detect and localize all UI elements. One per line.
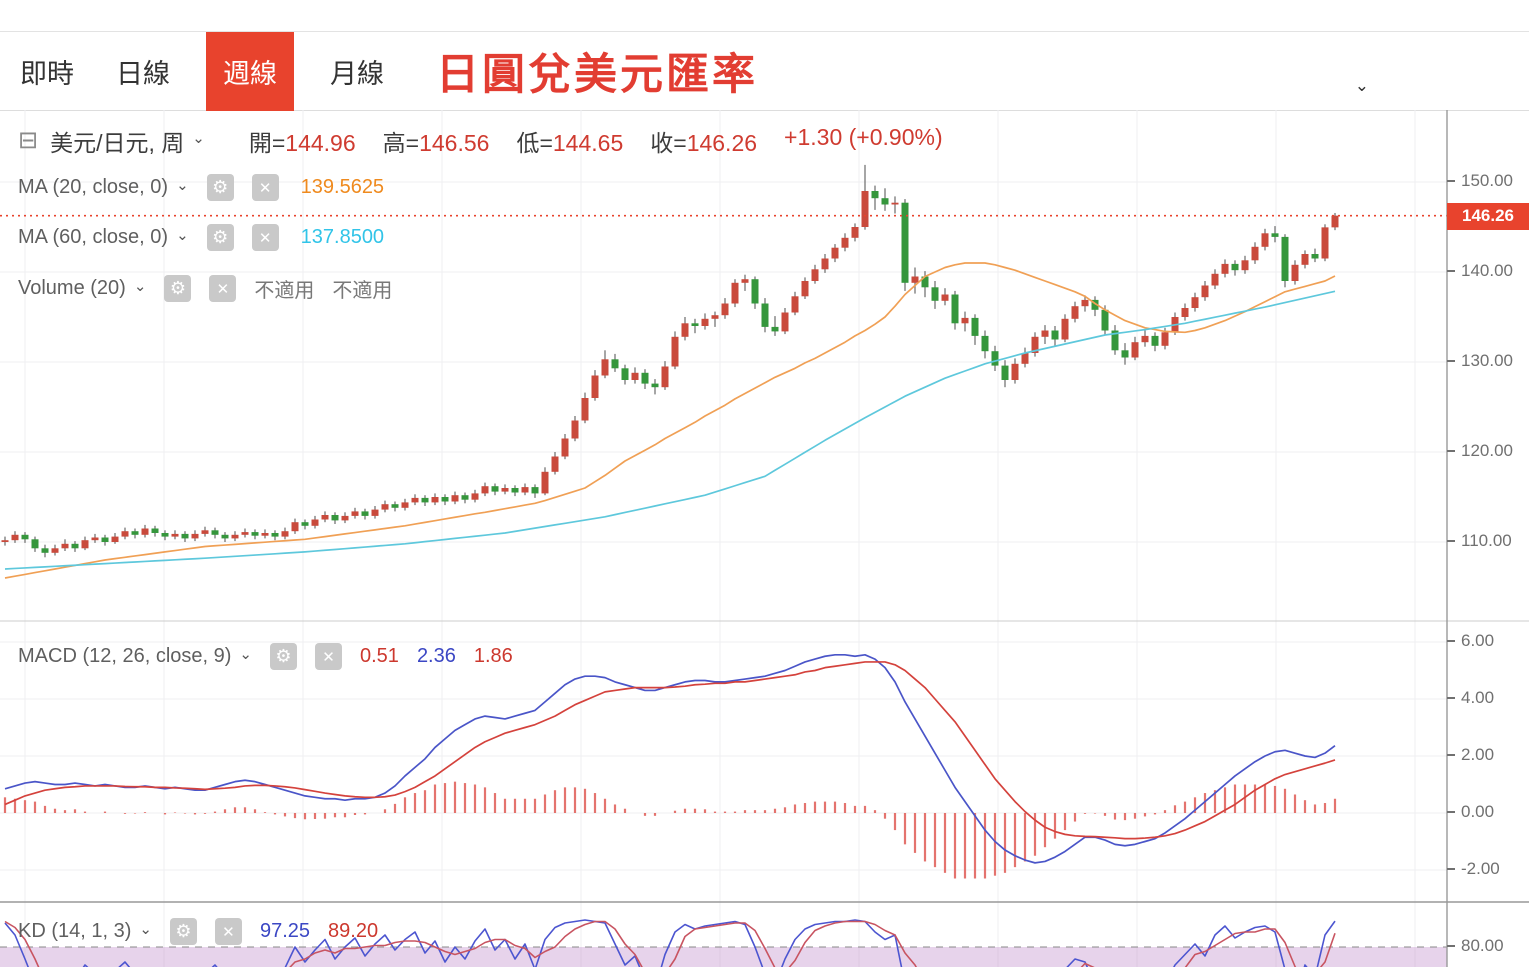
macd-remove-button[interactable]: ✕ bbox=[315, 643, 342, 670]
ma20-value: 139.5625 bbox=[300, 176, 385, 198]
axis-tick-label: 120.00 bbox=[1447, 441, 1513, 461]
open-field: 開=144.96 bbox=[248, 130, 356, 156]
tab-monthly[interactable]: 月線 bbox=[330, 58, 384, 89]
kd-remove-button[interactable]: ✕ bbox=[214, 918, 242, 945]
change-value: +1.30 (+0.90%) bbox=[784, 124, 943, 150]
close-field: 收=146.26 bbox=[650, 130, 758, 156]
ma20-settings-button[interactable]: ⚙ bbox=[206, 174, 234, 201]
macd-signal-value: 1.86 bbox=[473, 645, 513, 667]
volume-legend-row: Volume (20) ⌄ ⚙ ✕ 不適用 不適用 bbox=[18, 274, 392, 303]
kd-label[interactable]: KD (14, 1, 3) bbox=[18, 920, 132, 942]
axis-tick-label: -2.00 bbox=[1447, 859, 1500, 879]
volume-value-1: 不適用 bbox=[254, 280, 315, 302]
axis-tick-label: 2.00 bbox=[1447, 745, 1494, 765]
axis-tick-label: 140.00 bbox=[1447, 261, 1513, 281]
ma60-label[interactable]: MA (60, close, 0) bbox=[18, 226, 169, 248]
low-field: 低=144.65 bbox=[516, 130, 624, 156]
close-icon: ✕ bbox=[258, 229, 272, 247]
close-icon: ✕ bbox=[216, 280, 230, 298]
chevron-down-icon[interactable]: ⌄ bbox=[192, 130, 205, 147]
close-icon: ✕ bbox=[258, 179, 272, 197]
top-strip bbox=[0, 0, 1529, 32]
gear-icon: ⚙ bbox=[212, 177, 229, 197]
tab-realtime[interactable]: 即時 bbox=[20, 58, 74, 89]
axis-tick-label: 110.00 bbox=[1447, 531, 1512, 551]
ma60-value: 137.8500 bbox=[300, 226, 385, 248]
volume-label[interactable]: Volume (20) bbox=[18, 277, 126, 299]
kd-k-value: 97.25 bbox=[259, 920, 311, 942]
macd-signal-line bbox=[4, 661, 1336, 840]
macd-legend-row: MACD (12, 26, close, 9) ⌄ ⚙ ✕ 0.51 2.36 … bbox=[18, 643, 513, 670]
high-field: 高=146.56 bbox=[382, 130, 490, 156]
kd-overbought-band bbox=[0, 947, 1447, 967]
ma20-line bbox=[4, 262, 1336, 579]
candles[interactable] bbox=[1, 164, 1339, 558]
tab-weekly[interactable]: 週線 bbox=[206, 31, 294, 111]
chevron-down-icon[interactable]: ⌄ bbox=[176, 176, 189, 194]
chart-area[interactable]: ⊟ 美元/日元, 周 ⌄ 開=144.96 高=146.56 低=144.65 … bbox=[0, 110, 1529, 967]
macd-hist-value: 0.51 bbox=[360, 645, 399, 667]
gear-icon: ⚙ bbox=[175, 921, 192, 941]
volume-value-2: 不適用 bbox=[332, 280, 393, 302]
axis-tick-label: 150.00 bbox=[1447, 171, 1513, 191]
ma20-label[interactable]: MA (20, close, 0) bbox=[18, 176, 169, 198]
axis-tick-label: 4.00 bbox=[1447, 688, 1494, 708]
symbol-legend-row: ⊟ 美元/日元, 周 ⌄ 開=144.96 高=146.56 低=144.65 … bbox=[18, 124, 943, 158]
kd-k-line bbox=[4, 919, 1336, 967]
gear-icon: ⚙ bbox=[275, 646, 292, 666]
macd-line bbox=[4, 653, 1336, 864]
timeframe-tabbar: 即時 日線 週線 月線 日圓兌美元匯率 ⌄ bbox=[0, 31, 1529, 111]
kd-settings-button[interactable]: ⚙ bbox=[169, 918, 197, 945]
chevron-down-icon[interactable]: ⌄ bbox=[176, 226, 189, 244]
macd-settings-button[interactable]: ⚙ bbox=[270, 643, 297, 670]
volume-settings-button[interactable]: ⚙ bbox=[164, 275, 192, 302]
macd-histogram bbox=[3, 781, 1337, 879]
gear-icon: ⚙ bbox=[212, 227, 229, 247]
chart-canvas[interactable] bbox=[0, 110, 1529, 967]
ma60-legend-row: MA (60, close, 0) ⌄ ⚙ ✕ 137.8500 bbox=[18, 224, 384, 251]
last-price-badge: 146.26 bbox=[1447, 202, 1529, 230]
axis-tick-label: 0.00 bbox=[1447, 802, 1494, 822]
page-title: 日圓兌美元匯率 bbox=[436, 51, 758, 99]
ma20-remove-button[interactable]: ✕ bbox=[251, 174, 279, 201]
macd-label[interactable]: MACD (12, 26, close, 9) bbox=[18, 645, 232, 667]
collapse-icon[interactable]: ⊟ bbox=[18, 127, 39, 154]
axis-tick-label: 80.00 bbox=[1447, 936, 1504, 956]
corner-chevron-icon[interactable]: ⌄ bbox=[1354, 76, 1369, 95]
kd-d-value: 89.20 bbox=[328, 920, 379, 942]
symbol-name[interactable]: 美元/日元, 周 bbox=[50, 130, 185, 156]
macd-line-value: 2.36 bbox=[416, 645, 456, 667]
axis-tick-label: 130.00 bbox=[1447, 351, 1513, 371]
chevron-down-icon[interactable]: ⌄ bbox=[139, 920, 152, 938]
price-axis[interactable]: 150.00 140.00 130.00 120.00 110.00 6.00 4.00 2.… bbox=[1447, 110, 1529, 967]
ma60-remove-button[interactable]: ✕ bbox=[251, 224, 279, 251]
axis-tick-label: 6.00 bbox=[1447, 631, 1494, 651]
close-icon: ✕ bbox=[222, 923, 235, 941]
gear-icon: ⚙ bbox=[169, 278, 186, 298]
ma60-settings-button[interactable]: ⚙ bbox=[206, 224, 234, 251]
ma60-line bbox=[4, 290, 1336, 570]
tab-daily[interactable]: 日線 bbox=[116, 58, 170, 89]
chevron-down-icon[interactable]: ⌄ bbox=[239, 645, 252, 663]
ohlc-values: 開=144.96 高=146.56 低=144.65 收=146.26 +1.3… bbox=[249, 124, 943, 158]
ma20-legend-row: MA (20, close, 0) ⌄ ⚙ ✕ 139.5625 bbox=[18, 174, 384, 201]
kd-legend-row: KD (14, 1, 3) ⌄ ⚙ ✕ 97.25 89.20 bbox=[18, 918, 378, 945]
chevron-down-icon[interactable]: ⌄ bbox=[133, 277, 147, 295]
volume-remove-button[interactable]: ✕ bbox=[209, 275, 237, 302]
close-icon: ✕ bbox=[322, 648, 335, 666]
